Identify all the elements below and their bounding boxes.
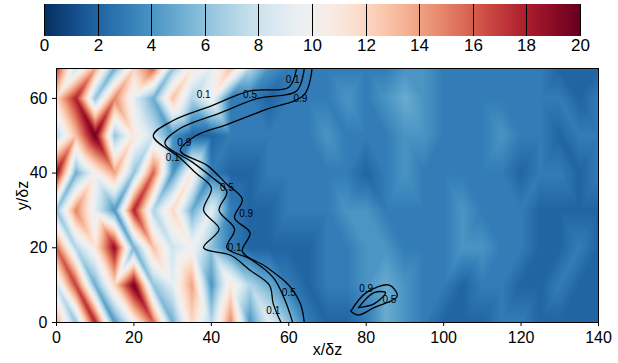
- svg-text:10: 10: [303, 36, 322, 55]
- svg-text:40: 40: [30, 164, 48, 181]
- svg-text:18: 18: [517, 36, 536, 55]
- svg-text:140: 140: [585, 329, 612, 346]
- svg-text:0.5: 0.5: [243, 89, 257, 100]
- svg-text:0.5: 0.5: [220, 182, 234, 193]
- svg-text:6: 6: [201, 36, 210, 55]
- svg-text:100: 100: [430, 329, 457, 346]
- svg-text:0.9: 0.9: [359, 283, 373, 294]
- svg-text:x/δz: x/δz: [313, 341, 342, 358]
- svg-text:20: 20: [571, 36, 590, 55]
- svg-text:20: 20: [30, 239, 48, 256]
- svg-text:80: 80: [357, 329, 375, 346]
- svg-text:2: 2: [94, 36, 103, 55]
- svg-text:16: 16: [464, 36, 483, 55]
- svg-text:4: 4: [147, 36, 156, 55]
- svg-text:0.5: 0.5: [282, 287, 296, 298]
- svg-text:8: 8: [254, 36, 263, 55]
- svg-text:0.9: 0.9: [293, 93, 307, 104]
- svg-text:0.1: 0.1: [166, 152, 180, 163]
- svg-text:20: 20: [125, 329, 143, 346]
- svg-text:0.1: 0.1: [266, 305, 280, 316]
- svg-text:14: 14: [410, 36, 429, 55]
- svg-text:0.9: 0.9: [177, 137, 191, 148]
- svg-text:0.9: 0.9: [239, 208, 253, 219]
- svg-text:0.1: 0.1: [286, 74, 300, 85]
- svg-text:0: 0: [52, 329, 61, 346]
- svg-text:40: 40: [202, 329, 220, 346]
- svg-text:120: 120: [508, 329, 535, 346]
- svg-text:0.5: 0.5: [382, 294, 396, 305]
- svg-text:0: 0: [39, 314, 48, 331]
- svg-text:60: 60: [30, 90, 48, 107]
- svg-text:12: 12: [357, 36, 376, 55]
- svg-text:0.1: 0.1: [197, 89, 211, 100]
- svg-text:0: 0: [40, 36, 49, 55]
- svg-text:0.1: 0.1: [228, 242, 242, 253]
- svg-text:60: 60: [280, 329, 298, 346]
- svg-text:y/δz: y/δz: [14, 181, 31, 210]
